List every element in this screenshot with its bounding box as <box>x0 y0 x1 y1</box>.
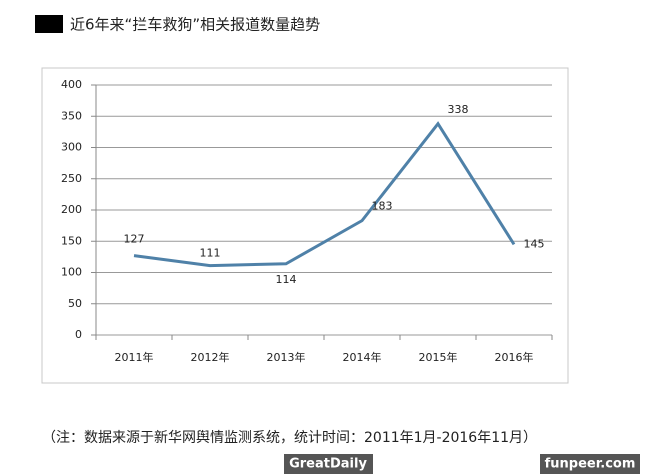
y-tick-label: 200 <box>61 203 82 216</box>
data-label: 338 <box>448 103 469 116</box>
data-label: 145 <box>524 237 545 250</box>
y-tick-label: 100 <box>61 266 82 279</box>
icon <box>35 15 63 33</box>
data-label: 183 <box>372 200 393 213</box>
watermark-bg <box>540 454 640 474</box>
y-tick-label: 350 <box>61 109 82 122</box>
watermark: funpeer.com <box>545 457 636 472</box>
y-tick-label: 300 <box>61 141 82 154</box>
y-tick-label: 50 <box>68 297 82 310</box>
data-label: 111 <box>200 247 221 260</box>
line <box>133 121 516 268</box>
x-tick-label: 2013年 <box>267 350 306 364</box>
y-tick-label: 0 <box>75 328 82 341</box>
y-tick-label: 150 <box>61 234 82 247</box>
y-tick-label: 400 <box>61 78 82 91</box>
note: （注：数据来源于新华网舆情监测系统，统计时间：2011年1月-2016年11月） <box>42 430 537 446</box>
y-tick-label: 250 <box>61 172 82 185</box>
data-label: 127 <box>124 233 145 246</box>
chart-title: 近6年来“拦车救狗”相关报道数量趋势 <box>70 16 320 34</box>
x-tick-label: 2011年 <box>115 350 154 364</box>
data-label: 114 <box>276 273 297 286</box>
x-tick-label: 2015年 <box>419 350 458 364</box>
watermark-bg <box>284 454 373 474</box>
x-tick-label: 2012年 <box>191 350 230 364</box>
x-tick-label: 2014年 <box>343 350 382 364</box>
watermark: GreatDaily <box>289 457 367 472</box>
chart-frame <box>41 67 569 384</box>
x-tick-label: 2016年 <box>495 350 534 364</box>
